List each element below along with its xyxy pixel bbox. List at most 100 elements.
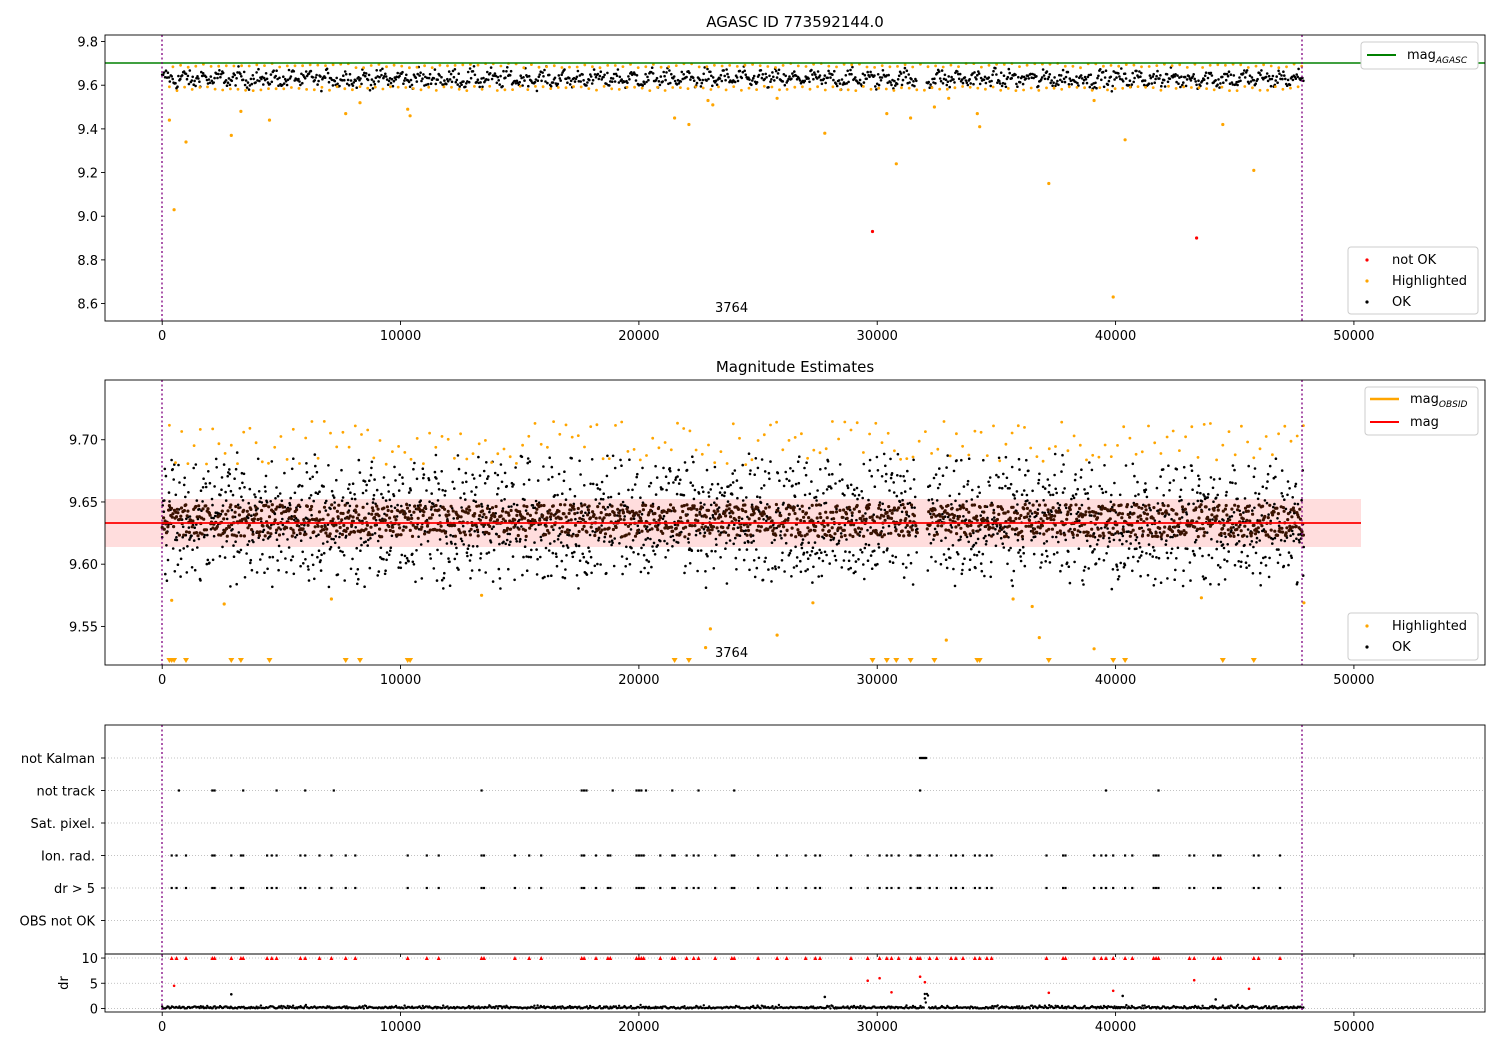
ok-point [965,500,968,503]
ok-point [1110,587,1114,591]
ok-point [763,560,766,563]
ok-point [702,72,705,76]
ok-point [522,555,525,559]
ok-point [636,524,640,528]
x-tick-label: 0 [158,329,166,344]
ok-point [563,470,566,474]
ok-point [1147,82,1151,85]
ok-point [661,531,665,536]
ok-point [373,515,377,520]
ok-point [541,514,545,518]
ok-point [810,480,813,483]
ok-point [432,567,436,570]
ok-point [741,508,745,513]
ok-point [434,453,438,457]
ok-point [1135,69,1138,73]
ok-point [548,515,553,519]
ok-point [1162,78,1166,82]
highlighted-point [1258,88,1262,92]
ok-point [247,88,251,91]
ok-point [274,531,278,535]
ok-point [465,551,469,554]
ok-point [1025,515,1029,519]
ok-point [622,518,626,522]
ok-point [557,534,560,538]
ok-point [1024,77,1028,80]
ok-point [1074,503,1078,507]
ok-point [758,510,761,513]
ok-point [733,80,737,84]
ok-point [187,82,191,86]
ok-point [1095,86,1098,90]
ok-point [1202,78,1206,81]
ok-point [877,83,881,87]
ok-point [552,528,555,531]
ok-point [556,538,560,541]
ok-point [1167,513,1171,516]
ok-point [776,509,780,513]
ok-point [548,508,552,512]
ok-point [349,567,353,571]
ok-point [407,517,411,521]
ok-point [997,512,1001,517]
ok-point [643,524,647,528]
ok-point [512,525,516,529]
ok-point [594,498,598,501]
highlighted-point [801,85,804,89]
highlighted-point [450,85,453,89]
ok-point [270,460,274,463]
ok-point [784,74,787,78]
ok-point [710,74,713,78]
ok-point [875,455,879,459]
highlighted-point [297,87,301,90]
ok-point [679,80,683,83]
ok-point [520,455,524,459]
ok-point [1037,482,1040,485]
ok-point [1066,70,1070,74]
ok-point [535,548,538,551]
ok-point [839,526,843,530]
ok-point [263,78,267,82]
ok-point [1276,561,1280,565]
ok-point [1278,553,1282,557]
ok-point [621,500,625,504]
ok-point [930,498,934,501]
ok-point [601,498,605,501]
ok-point [239,534,243,538]
ok-point [1026,74,1030,78]
ok-point [723,74,726,78]
ok-point [1152,72,1155,76]
ok-point [1036,508,1040,511]
ok-point [1120,532,1124,535]
ok-point [824,501,828,505]
ok-point [1221,75,1224,79]
ok-point [206,558,210,562]
ok-point [1211,486,1215,490]
ok-point [1089,544,1092,548]
ok-point [353,497,357,501]
highlighted-point [1111,295,1115,299]
ok-point [936,486,940,490]
ok-point [1277,69,1280,73]
ok-point [509,540,512,544]
highlighted-point [796,64,800,68]
ok-point [889,476,893,480]
ok-point [466,70,470,74]
ok-point [190,534,193,538]
ok-point [995,517,1000,522]
ok-point [374,76,378,80]
ok-point [909,561,913,565]
ok-point [385,513,389,517]
ok-point [669,503,673,507]
highlighted-point [408,66,411,70]
ok-point [1194,80,1197,83]
ok-point [350,497,354,501]
ok-point [596,487,600,490]
ok-point [991,518,994,521]
ok-point [628,563,632,566]
ok-point [168,80,172,83]
ok-point [382,506,386,510]
ok-point [570,534,574,538]
ok-point [807,77,810,80]
ok-point [978,528,982,531]
